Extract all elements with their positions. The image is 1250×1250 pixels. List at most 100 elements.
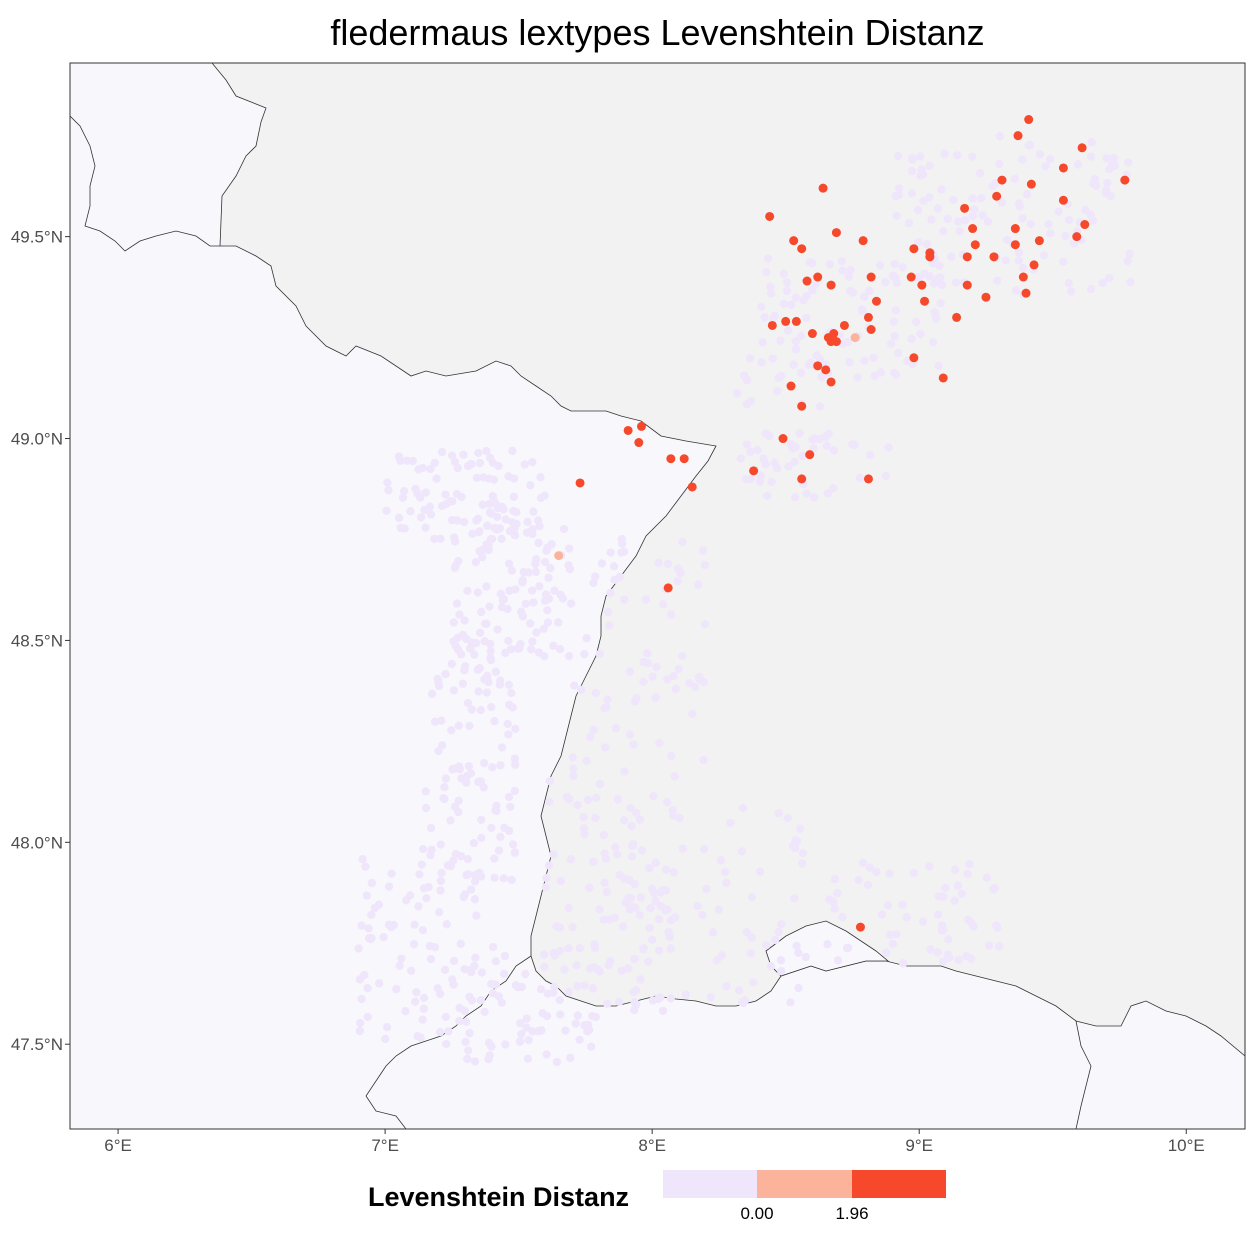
survey-point: [555, 1010, 565, 1019]
legend-swatch-mid: [757, 1170, 852, 1198]
survey-point: [740, 996, 750, 1005]
distance-point: [981, 292, 991, 302]
survey-point: [451, 641, 460, 651]
survey-point: [1019, 263, 1028, 273]
survey-point: [663, 559, 673, 569]
chart-title: fledermaus lextypes Levenshtein Distanz: [330, 12, 985, 53]
survey-point: [540, 962, 549, 972]
survey-point: [500, 823, 509, 832]
survey-point: [496, 761, 505, 770]
survey-point: [474, 687, 483, 696]
survey-point: [485, 1051, 494, 1060]
survey-point: [917, 165, 926, 174]
survey-point: [412, 988, 421, 997]
survey-point: [968, 194, 977, 203]
survey-point: [486, 647, 495, 656]
survey-point: [630, 954, 639, 964]
survey-point: [441, 1012, 451, 1022]
survey-point: [668, 805, 677, 815]
survey-point: [666, 944, 675, 953]
survey-point: [635, 815, 645, 824]
survey-point: [402, 456, 412, 465]
y-tick-label: 48.0°N: [11, 833, 63, 852]
survey-point: [1015, 202, 1025, 211]
distance-point: [797, 401, 807, 411]
survey-point: [611, 724, 621, 733]
survey-point: [426, 464, 435, 474]
survey-point: [409, 940, 419, 949]
distance-point: [960, 203, 970, 213]
survey-point: [443, 861, 453, 870]
distance-point: [789, 236, 799, 246]
survey-point: [534, 538, 543, 548]
survey-point: [446, 497, 455, 506]
survey-point: [536, 473, 545, 482]
survey-point: [788, 444, 797, 453]
survey-point: [792, 941, 801, 950]
survey-point: [366, 934, 376, 944]
survey-point: [939, 226, 948, 236]
survey-point: [892, 278, 901, 288]
survey-point: [1041, 162, 1050, 171]
survey-point: [720, 867, 730, 877]
survey-point: [658, 600, 668, 609]
survey-point: [978, 211, 987, 220]
survey-point: [810, 434, 819, 443]
survey-point: [796, 824, 805, 833]
survey-point: [430, 458, 439, 468]
survey-point: [464, 761, 474, 771]
survey-point: [1046, 229, 1055, 238]
distance-point: [1021, 288, 1031, 298]
distance-point: [858, 236, 868, 246]
survey-point: [564, 903, 573, 912]
survey-point: [846, 265, 855, 275]
survey-point: [422, 894, 431, 903]
survey-point: [988, 181, 997, 191]
distance-point: [634, 438, 644, 448]
distance-point: [826, 377, 836, 387]
survey-point: [590, 940, 599, 949]
survey-point: [669, 671, 678, 681]
survey-point: [688, 709, 697, 719]
survey-point: [763, 254, 773, 263]
survey-point: [477, 607, 486, 617]
distance-point: [920, 296, 930, 306]
survey-point: [432, 474, 441, 483]
survey-point: [463, 698, 473, 708]
survey-point: [983, 217, 993, 226]
survey-point: [742, 928, 752, 937]
survey-point: [768, 354, 777, 363]
survey-point: [528, 637, 537, 646]
survey-point: [716, 856, 726, 865]
survey-point: [937, 280, 947, 290]
survey-point: [1014, 256, 1024, 265]
survey-point: [524, 568, 533, 577]
survey-point: [632, 1000, 641, 1009]
survey-point: [940, 149, 949, 158]
survey-point: [1061, 231, 1070, 241]
survey-point: [600, 849, 609, 858]
survey-point: [648, 996, 657, 1005]
survey-point: [474, 527, 484, 537]
survey-point: [589, 857, 598, 866]
survey-point: [643, 649, 652, 658]
survey-point: [756, 867, 765, 876]
survey-point: [735, 986, 744, 995]
survey-point: [1069, 239, 1079, 248]
survey-point: [698, 546, 708, 555]
survey-point: [441, 774, 451, 783]
survey-point: [947, 252, 956, 261]
survey-point: [463, 854, 473, 864]
survey-point: [903, 356, 912, 366]
survey-point: [788, 841, 798, 851]
distance-point: [786, 381, 796, 391]
survey-point: [677, 651, 687, 661]
survey-point: [573, 1011, 583, 1020]
survey-point: [830, 904, 839, 913]
survey-point: [907, 188, 917, 198]
survey-point: [595, 649, 605, 659]
survey-point: [891, 306, 900, 315]
survey-point: [746, 949, 756, 958]
survey-point: [457, 492, 466, 502]
survey-point: [1025, 140, 1035, 150]
